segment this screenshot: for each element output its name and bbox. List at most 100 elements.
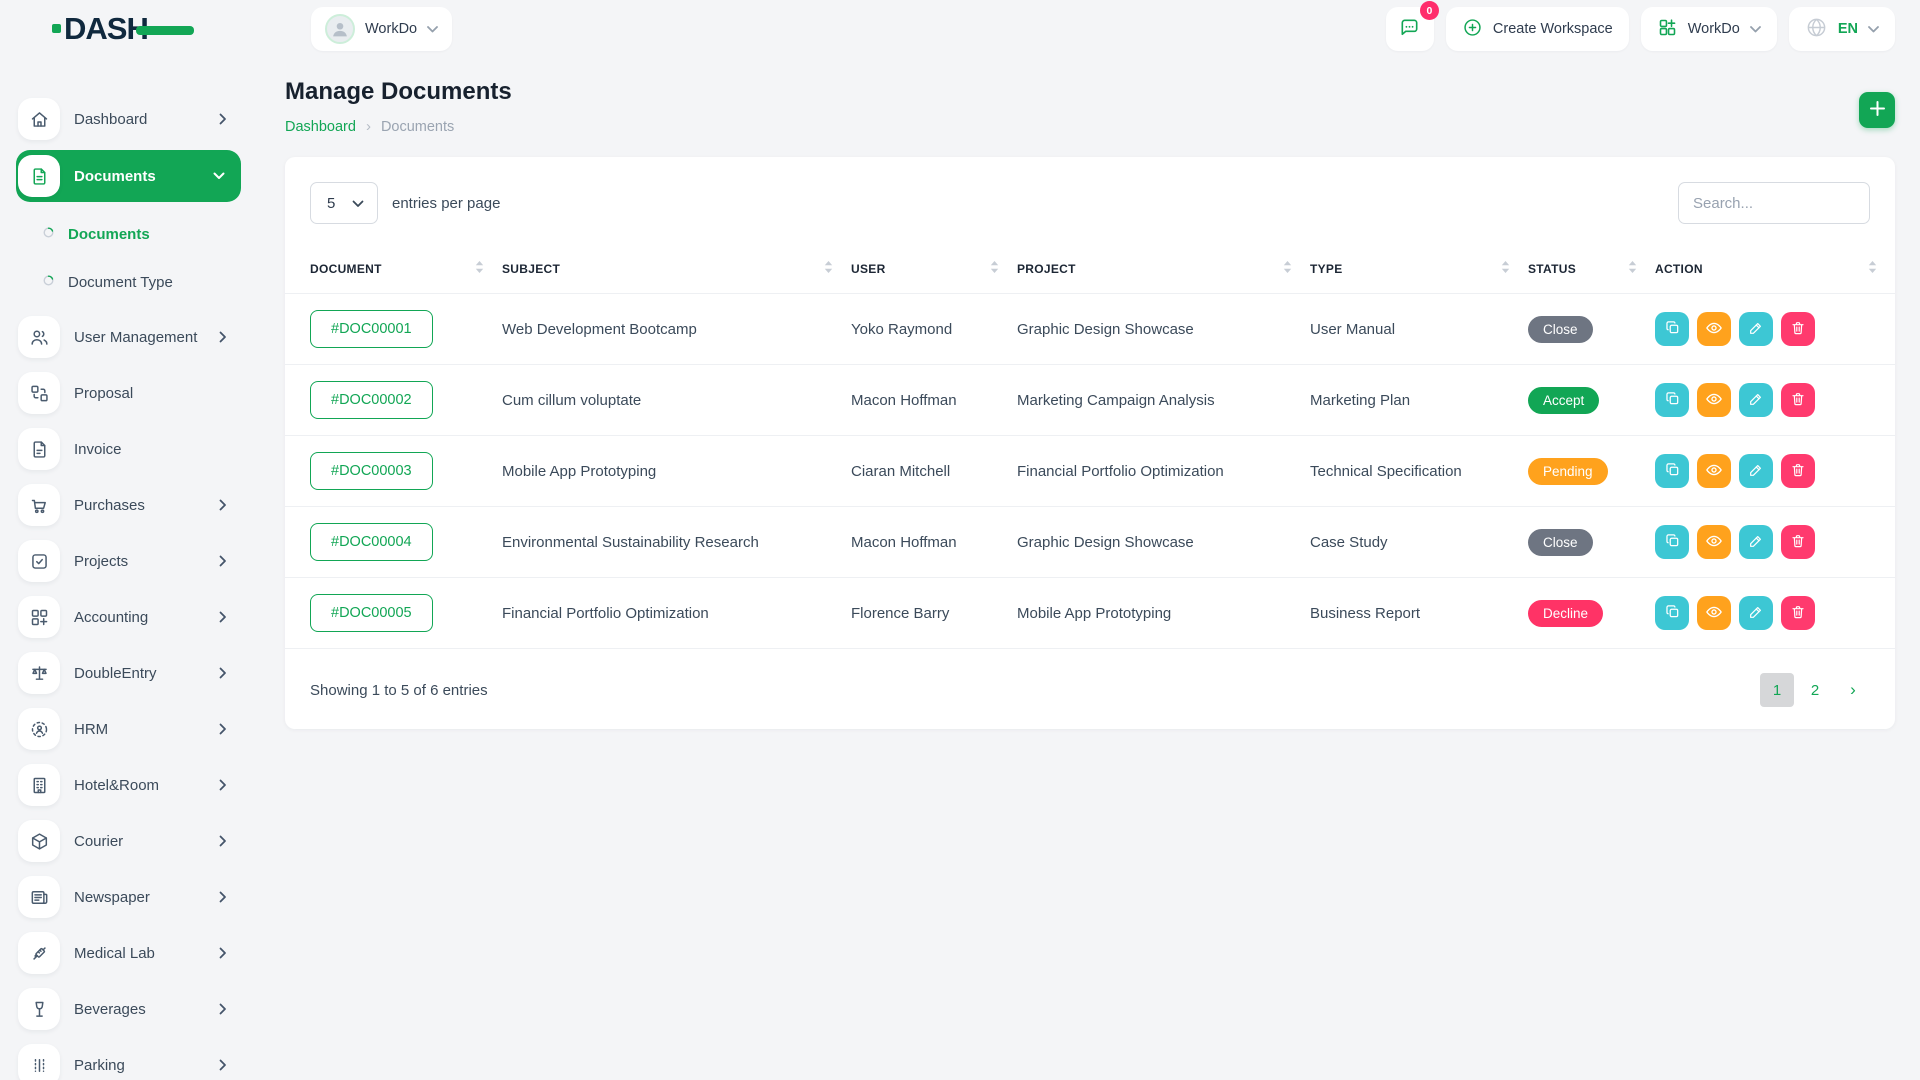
sidebar-item-invoice[interactable]: Invoice — [16, 426, 241, 472]
chevron-right-icon — [219, 667, 227, 679]
messages-button[interactable]: 0 — [1385, 1, 1439, 51]
sort-icon[interactable] — [475, 260, 484, 277]
action-cell — [1655, 436, 1895, 507]
document-id-link[interactable]: #DOC00004 — [310, 523, 433, 561]
language-selector[interactable]: EN — [1788, 7, 1895, 51]
sidebar-item-beverages[interactable]: Beverages — [16, 986, 241, 1032]
document-id-link[interactable]: #DOC00003 — [310, 452, 433, 490]
delete-button[interactable] — [1781, 454, 1815, 488]
main-content: Manage Documents Dashboard › Documents — [255, 58, 1920, 1080]
chevron-right-icon — [219, 1059, 227, 1071]
copy-button[interactable] — [1655, 383, 1689, 417]
sidebar-item-accounting[interactable]: Accounting — [16, 594, 241, 640]
sidebar-item-courier[interactable]: Courier — [16, 818, 241, 864]
subject-cell: Environmental Sustainability Research — [502, 533, 759, 551]
sidebar-subitem-document-type[interactable]: Document Type — [42, 260, 241, 304]
breadcrumb-dashboard-link[interactable]: Dashboard — [285, 118, 356, 135]
view-button[interactable] — [1697, 454, 1731, 488]
sidebar-subitem-label: Documents — [68, 225, 150, 243]
delete-button[interactable] — [1781, 596, 1815, 630]
sort-icon[interactable] — [1628, 260, 1637, 277]
project-cell: Graphic Design Showcase — [1017, 533, 1194, 551]
syringe-icon — [18, 932, 60, 974]
search-input[interactable] — [1678, 182, 1870, 224]
chevron-right-icon — [219, 113, 227, 125]
sidebar-subitem-documents[interactable]: Documents — [42, 212, 241, 256]
copy-button[interactable] — [1655, 525, 1689, 559]
sidebar-item-label: Projects — [74, 552, 129, 570]
sort-icon[interactable] — [1501, 260, 1510, 277]
sort-icon[interactable] — [990, 260, 999, 277]
column-header-action[interactable]: ACTION — [1655, 254, 1895, 294]
edit-button[interactable] — [1739, 312, 1773, 346]
delete-button[interactable] — [1781, 525, 1815, 559]
sidebar-item-purchases[interactable]: Purchases — [16, 482, 241, 528]
create-workspace-button[interactable]: Create Workspace — [1445, 7, 1629, 51]
plus-icon — [1869, 100, 1886, 120]
sort-icon[interactable] — [1283, 260, 1292, 277]
logo-accent-dot — [52, 24, 61, 33]
column-header-status[interactable]: STATUS — [1528, 254, 1655, 294]
add-document-button[interactable] — [1859, 92, 1895, 128]
subject-cell: Web Development Bootcamp — [502, 320, 697, 338]
next-page-button[interactable]: › — [1836, 673, 1870, 707]
column-header-project[interactable]: PROJECT — [1017, 254, 1310, 294]
view-button[interactable] — [1697, 596, 1731, 630]
page-button-2[interactable]: 2 — [1798, 673, 1832, 707]
workspace-name: WorkDo — [365, 21, 418, 37]
entries-per-page-select[interactable]: 5 — [310, 182, 378, 224]
edit-button[interactable] — [1739, 383, 1773, 417]
view-button[interactable] — [1697, 383, 1731, 417]
sidebar-item-user-management[interactable]: User Management — [16, 314, 241, 360]
sidebar-item-doubleentry[interactable]: DoubleEntry — [16, 650, 241, 696]
delete-button[interactable] — [1781, 312, 1815, 346]
chevron-right-icon — [219, 1003, 227, 1015]
edit-button[interactable] — [1739, 596, 1773, 630]
progress-circle-icon — [42, 226, 55, 243]
sidebar-item-dashboard[interactable]: Dashboard — [16, 96, 241, 142]
copy-button[interactable] — [1655, 596, 1689, 630]
type-cell: Business Report — [1310, 604, 1421, 622]
copy-button[interactable] — [1655, 454, 1689, 488]
sidebar-item-hrm[interactable]: HRM — [16, 706, 241, 752]
edit-button[interactable] — [1739, 454, 1773, 488]
edit-button[interactable] — [1739, 525, 1773, 559]
sidebar-item-parking[interactable]: Parking — [16, 1042, 241, 1080]
sidebar-item-documents[interactable]: Documents — [16, 150, 241, 202]
workdo-apps-button[interactable]: WorkDo — [1640, 7, 1777, 51]
sort-icon[interactable] — [1868, 260, 1877, 277]
trash-icon — [1790, 391, 1806, 410]
column-header-document[interactable]: DOCUMENT — [285, 254, 502, 294]
sidebar-item-proposal[interactable]: Proposal — [16, 370, 241, 416]
user-cell: Macon Hoffman — [851, 391, 957, 409]
column-header-type[interactable]: TYPE — [1310, 254, 1528, 294]
view-button[interactable] — [1697, 312, 1731, 346]
sidebar-item-hotel-room[interactable]: Hotel&Room — [16, 762, 241, 808]
user-cell: Florence Barry — [851, 604, 950, 622]
app-logo[interactable]: DASH — [52, 11, 269, 47]
sidebar-item-newspaper[interactable]: Newspaper — [16, 874, 241, 920]
project-cell: Marketing Campaign Analysis — [1017, 391, 1215, 409]
status-badge: Close — [1528, 528, 1593, 556]
view-button[interactable] — [1697, 525, 1731, 559]
table-row: #DOC00001 Web Development Bootcamp Yoko Ra… — [285, 293, 1895, 365]
column-header-user[interactable]: USER — [851, 254, 1017, 294]
workspace-switcher[interactable]: WorkDo — [311, 7, 453, 51]
document-id-link[interactable]: #DOC00005 — [310, 594, 433, 632]
breadcrumb-separator-icon: › — [365, 118, 371, 135]
page-button-1[interactable]: 1 — [1760, 673, 1794, 707]
sidebar-item-label: Accounting — [74, 608, 149, 626]
copy-button[interactable] — [1655, 312, 1689, 346]
table-row: #DOC00003 Mobile App Prototyping Ciaran Mi… — [285, 435, 1895, 507]
document-id-link[interactable]: #DOC00001 — [310, 310, 433, 348]
delete-button[interactable] — [1781, 383, 1815, 417]
document-cell: #DOC00005 — [285, 578, 502, 649]
sidebar-item-medical-lab[interactable]: Medical Lab — [16, 930, 241, 976]
column-header-subject[interactable]: SUBJECT — [502, 254, 851, 294]
sidebar-item-projects[interactable]: Projects — [16, 538, 241, 584]
sort-icon[interactable] — [824, 260, 833, 277]
eye-icon — [1705, 319, 1723, 340]
cart-icon — [18, 484, 60, 526]
document-id-link[interactable]: #DOC00002 — [310, 381, 433, 419]
